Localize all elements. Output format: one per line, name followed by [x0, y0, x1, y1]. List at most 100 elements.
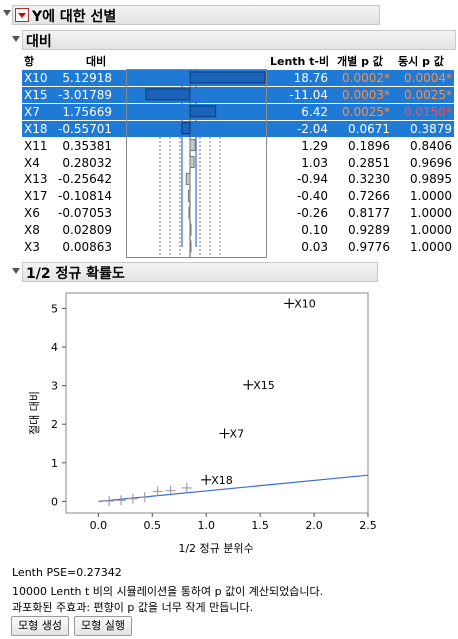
- row-lenth-t: -0.94: [296, 172, 328, 187]
- make-model-button[interactable]: 모형 생성: [11, 616, 69, 636]
- plot-point: [116, 495, 127, 506]
- x-tick-label: 1.0: [197, 519, 215, 532]
- row-simul-p: 1.0000: [410, 223, 452, 238]
- y-tick-label: 3: [51, 380, 58, 393]
- row-lenth-t: 1.03: [301, 155, 328, 170]
- x-tick-label: 0.5: [144, 519, 162, 532]
- plot-frame: [65, 292, 369, 514]
- contrast-bar: [189, 105, 217, 118]
- plot-point: [165, 485, 176, 496]
- row-contrast: 0.35381: [62, 138, 112, 153]
- simulation-note: 10000 Lenth t 비의 시뮬레이션을 통하여 p 값이 계산되었습니다…: [12, 585, 324, 598]
- plot-point-labeled: [243, 379, 254, 390]
- row-indiv-p: 0.0003*: [342, 87, 390, 102]
- reference-line: [98, 474, 369, 503]
- row-term: X4: [24, 155, 40, 170]
- row-contrast: -0.25642: [58, 172, 112, 187]
- y-tick-label: 0: [51, 495, 58, 508]
- row-term: X15: [24, 87, 48, 102]
- x-tick-label: 1.5: [251, 519, 269, 532]
- row-term: X17: [24, 189, 48, 204]
- row-contrast: -3.01789: [58, 87, 112, 102]
- point-label: X15: [253, 379, 275, 392]
- row-lenth-t: 18.76: [293, 71, 328, 85]
- normal-plot-section-title: 1/2 정규 확률도: [26, 266, 125, 282]
- row-lenth-t: 6.42: [301, 104, 328, 119]
- row-simul-p: 0.8406: [410, 138, 452, 153]
- table-row[interactable]: X15 -3.01789 -11.04 0.0003* 0.0025*: [22, 86, 454, 103]
- plot-point: [104, 496, 115, 507]
- contrast-bar: [189, 240, 192, 253]
- collapse-contrast-icon[interactable]: [12, 36, 20, 42]
- contrast-bar: [188, 206, 191, 219]
- point-label: X7: [230, 427, 245, 440]
- report-header: [12, 5, 380, 25]
- table-row[interactable]: X8 0.02809 0.10 0.9289 1.0000: [22, 222, 454, 238]
- row-indiv-p: 0.2851: [348, 155, 390, 170]
- contrast-bar: [185, 172, 191, 185]
- run-model-button[interactable]: 모형 실행: [74, 616, 132, 636]
- row-term: X13: [24, 172, 48, 187]
- contrast-section-title: 대비: [26, 34, 52, 50]
- row-simul-p: 1.0000: [410, 189, 452, 204]
- plot-point-labeled: [201, 474, 212, 485]
- row-indiv-p: 0.9776: [348, 240, 390, 254]
- x-tick-label: 2.5: [359, 519, 377, 532]
- contrast-bar: [189, 139, 196, 152]
- point-label: X18: [211, 474, 233, 487]
- row-simul-p: 0.0025*: [404, 87, 452, 102]
- table-row[interactable]: X11 0.35381 1.29 0.1896 0.8406: [22, 138, 454, 154]
- row-lenth-t: -11.04: [289, 87, 328, 102]
- col-header-contrast: 대비: [86, 55, 107, 68]
- contrast-bar: [187, 189, 191, 202]
- row-simul-p: 0.0150*: [404, 104, 452, 119]
- y-tick-label: 4: [51, 341, 58, 354]
- table-row[interactable]: X7 1.75669 6.42 0.0025* 0.0150*: [22, 103, 454, 120]
- row-term: X18: [24, 121, 48, 136]
- table-row[interactable]: X13 -0.25642 -0.94 0.3230 0.9895: [22, 171, 454, 187]
- contrast-bar-chart: [126, 69, 267, 258]
- row-simul-p: 0.0004*: [404, 71, 452, 85]
- row-lenth-t: -0.26: [296, 206, 328, 221]
- contrast-bar: [189, 156, 195, 168]
- report-title: Y에 대한 선별: [32, 9, 117, 25]
- red-triangle-menu-icon[interactable]: [15, 8, 29, 22]
- x-tick-label: 0.0: [90, 519, 108, 532]
- row-indiv-p: 0.3230: [348, 172, 390, 187]
- col-header-term: 항: [24, 55, 35, 68]
- collapse-normal-plot-icon[interactable]: [12, 268, 20, 274]
- y-tick-label: 2: [51, 418, 58, 431]
- table-row[interactable]: X17 -0.10814 -0.40 0.7266 1.0000: [22, 188, 454, 204]
- row-term: X8: [24, 223, 40, 238]
- plot-point: [181, 482, 192, 493]
- table-row[interactable]: X18 -0.55701 -2.04 0.0671 0.3879: [22, 120, 454, 137]
- x-axis-label: 1/2 정규 분위수: [178, 542, 253, 555]
- collapse-report-icon[interactable]: [3, 10, 11, 16]
- row-lenth-t: -2.04: [296, 121, 328, 136]
- plot-point: [139, 492, 150, 503]
- row-indiv-p: 0.0025*: [342, 104, 390, 119]
- contrast-bar: [189, 223, 192, 236]
- table-row[interactable]: X4 0.28032 1.03 0.2851 0.9696: [22, 155, 454, 171]
- contrast-section-header: [22, 30, 456, 50]
- row-lenth-t: 0.03: [301, 240, 328, 254]
- row-term: X3: [24, 240, 40, 254]
- plot-point-labeled: [284, 298, 295, 309]
- y-axis-label: 절대 대비: [28, 391, 41, 435]
- row-simul-p: 0.9895: [410, 172, 452, 187]
- y-tick-label: 1: [51, 457, 58, 470]
- row-lenth-t: 1.29: [301, 138, 328, 153]
- row-contrast: 5.12918: [62, 71, 112, 85]
- table-row[interactable]: X6 -0.07053 -0.26 0.8177 1.0000: [22, 205, 454, 221]
- col-header-simul-p: 동시 p 값: [398, 55, 444, 68]
- plot-point: [152, 486, 163, 497]
- row-indiv-p: 0.0671: [348, 121, 390, 136]
- table-row[interactable]: X3 0.00863 0.03 0.9776 1.0000: [22, 239, 454, 255]
- contrast-bar: [145, 88, 191, 101]
- lenth-pse-text: Lenth PSE=0.27342: [12, 566, 122, 579]
- row-contrast: 1.75669: [62, 104, 112, 119]
- col-header-indiv-p: 개별 p 값: [337, 55, 383, 68]
- row-contrast: 0.28032: [62, 155, 112, 170]
- row-lenth-t: 0.10: [301, 223, 328, 238]
- row-simul-p: 1.0000: [410, 206, 452, 221]
